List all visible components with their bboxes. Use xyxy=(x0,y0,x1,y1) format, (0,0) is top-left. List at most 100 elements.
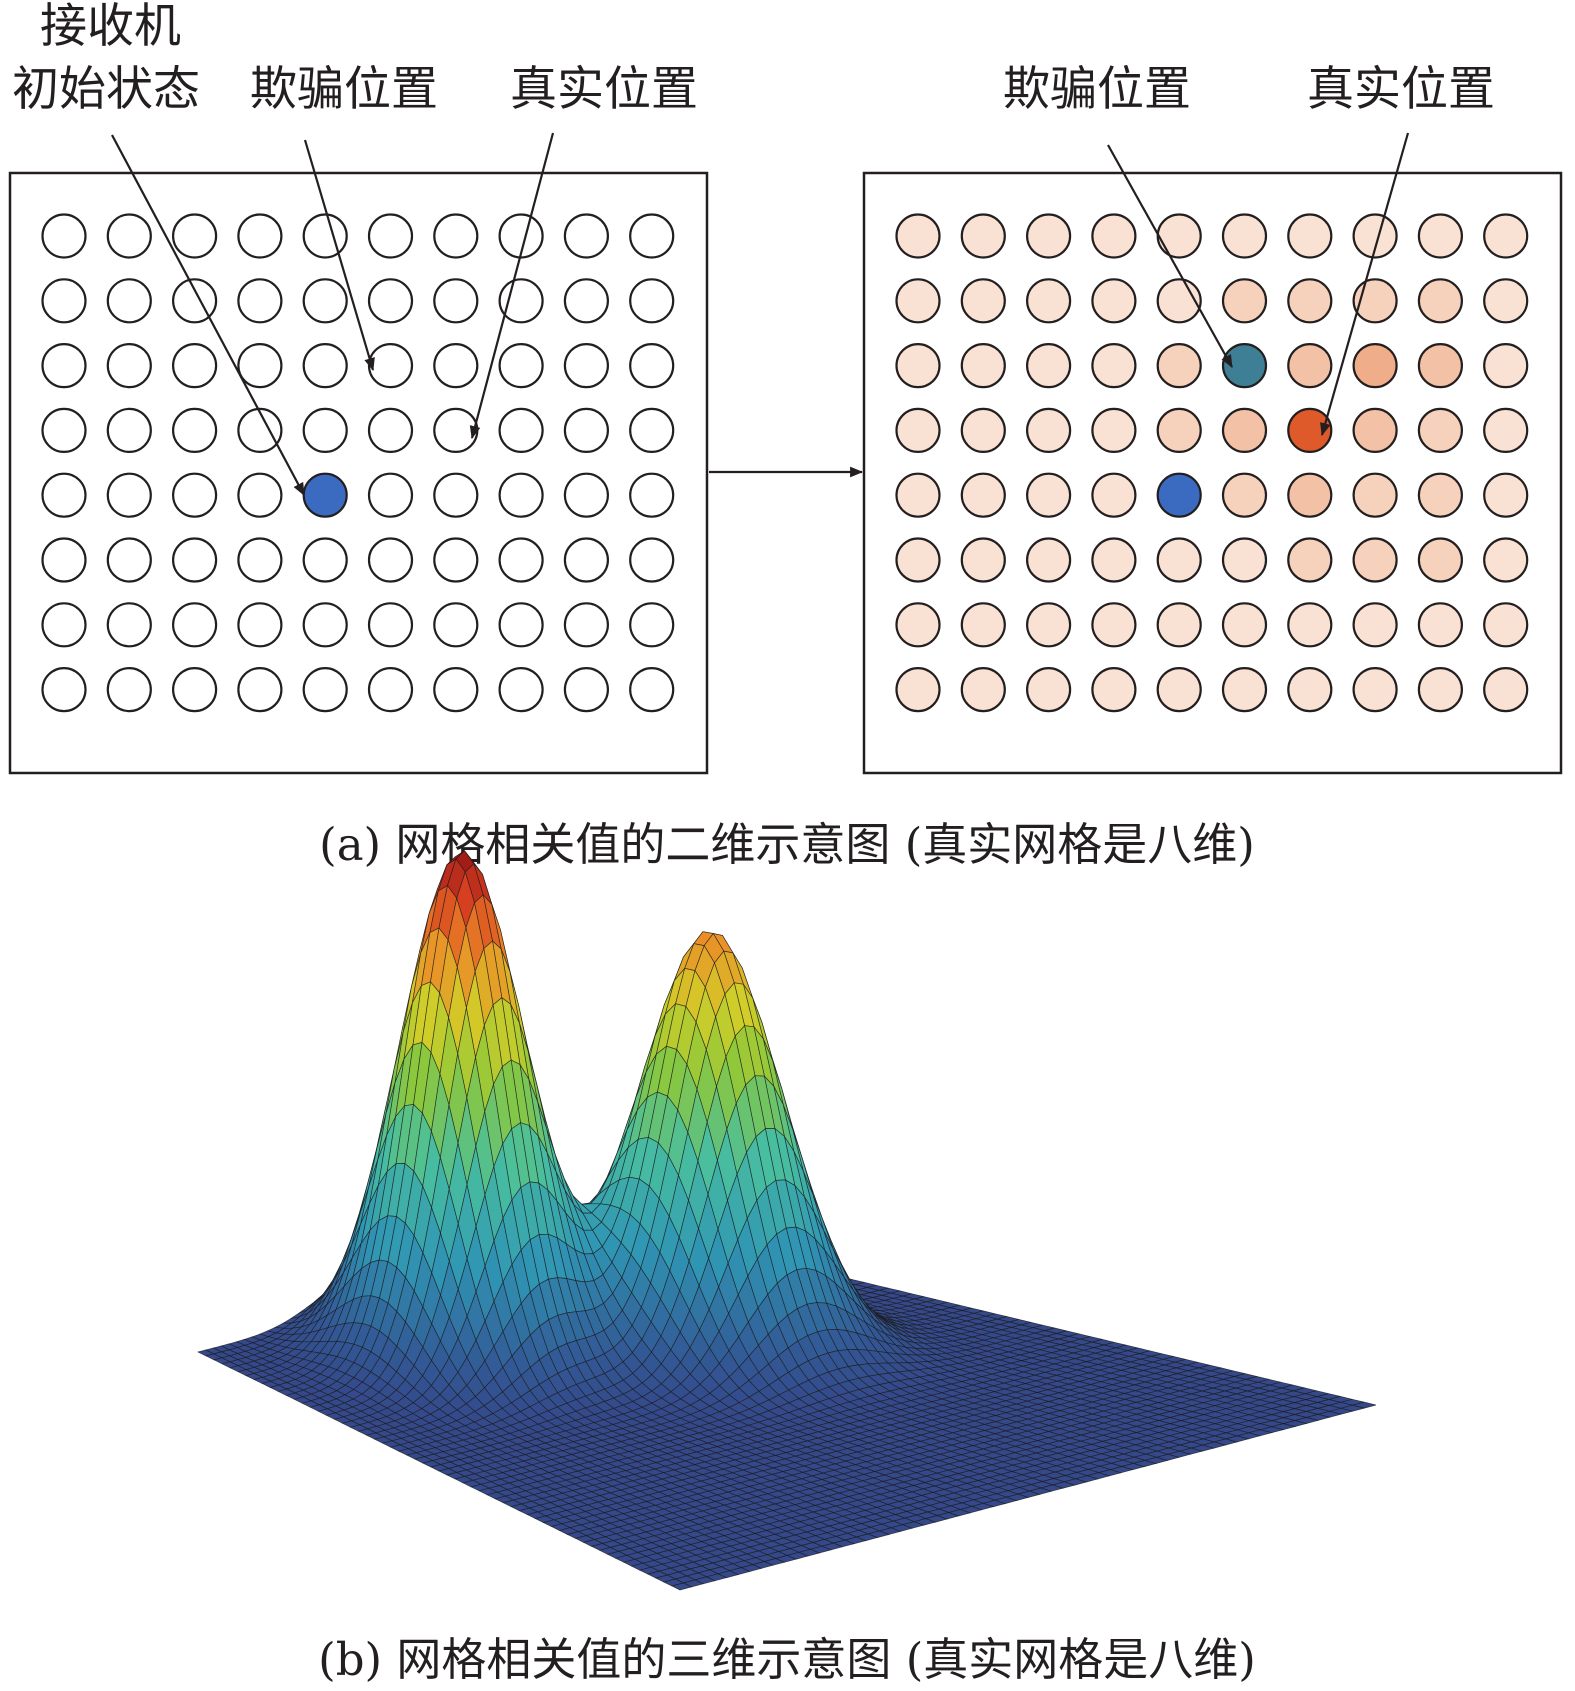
correlation-cell xyxy=(960,472,1006,518)
correlation-cell xyxy=(1352,343,1398,389)
grid-cell xyxy=(106,213,152,259)
grid-cell xyxy=(498,602,544,648)
correlation-cell xyxy=(1091,407,1137,453)
grid-cell xyxy=(41,472,87,518)
true-position-cell xyxy=(1287,407,1333,453)
correlation-cell xyxy=(1025,537,1072,583)
receiver-initial-arrow xyxy=(111,134,305,496)
grid-cell xyxy=(629,602,675,648)
correlation-cell xyxy=(1156,407,1202,453)
correlation-cell xyxy=(1025,278,1072,324)
grid-cell xyxy=(237,407,283,453)
left-grid-cells xyxy=(41,213,675,713)
grid-cell xyxy=(629,343,675,389)
right-spoofed-label: 欺骗位置 xyxy=(1003,62,1191,117)
grid-cell xyxy=(172,407,218,453)
correlation-cell xyxy=(1287,602,1333,648)
grid-cell xyxy=(563,278,610,324)
grid-cell xyxy=(41,602,87,648)
grid-cell xyxy=(563,343,610,389)
correlation-cell xyxy=(960,213,1006,259)
grid-cell xyxy=(41,213,87,259)
right-true-label: 真实位置 xyxy=(1307,62,1495,117)
grid-cell xyxy=(302,407,348,453)
correlation-cell xyxy=(895,537,941,583)
grid-cell xyxy=(367,666,414,713)
grid-cell xyxy=(302,278,348,324)
correlation-cell xyxy=(895,472,941,518)
correlation-cell xyxy=(1091,666,1137,713)
grid-cell xyxy=(172,472,218,518)
correlation-cell xyxy=(1352,666,1398,713)
grid-cell xyxy=(302,213,348,259)
right-grid-panel xyxy=(862,171,1563,775)
grid-cell xyxy=(563,472,610,518)
correlation-cell xyxy=(1025,472,1072,518)
grid-cell xyxy=(237,537,283,583)
grid-cell xyxy=(367,537,414,583)
correlation-cell xyxy=(1287,472,1333,518)
correlation-cell xyxy=(960,343,1006,389)
grid-cell xyxy=(498,278,544,324)
correlation-cell xyxy=(1483,472,1529,518)
correlation-cell xyxy=(1025,343,1072,389)
correlation-cell xyxy=(1221,278,1268,324)
grid-cell xyxy=(629,407,675,453)
correlation-cell xyxy=(1221,472,1268,518)
grid-cell xyxy=(563,213,610,259)
correlation-cell xyxy=(1221,602,1268,648)
grid-cell xyxy=(237,343,283,389)
grid-cell xyxy=(172,343,218,389)
grid-cell xyxy=(498,407,544,453)
correlation-cell xyxy=(1287,278,1333,324)
correlation-cell xyxy=(1287,666,1333,713)
grid-cell xyxy=(106,343,152,389)
grid-cell xyxy=(302,537,348,583)
correlation-cell xyxy=(1091,278,1137,324)
grid-cell xyxy=(563,537,610,583)
correlation-cell xyxy=(1156,666,1202,713)
grid-cell xyxy=(172,666,218,713)
grid-cell xyxy=(629,213,675,259)
grid-cell xyxy=(302,666,348,713)
correlation-cell xyxy=(1417,472,1464,518)
correlation-cell xyxy=(1417,278,1464,324)
receiver-initial-label-line1: 接收机 xyxy=(40,0,181,54)
grid-cell xyxy=(172,213,218,259)
correlation-cell xyxy=(1417,602,1464,648)
correlation-cell xyxy=(895,602,941,648)
correlation-cell xyxy=(1025,666,1072,713)
true-position-cell xyxy=(433,407,479,453)
grid-cell xyxy=(106,666,152,713)
grid-cell xyxy=(498,537,544,583)
grid-cell xyxy=(629,472,675,518)
grid-cell xyxy=(433,213,479,259)
grid-cell xyxy=(433,278,479,324)
correlation-cell xyxy=(960,537,1006,583)
grid-cell xyxy=(106,602,152,648)
correlation-surface-3d xyxy=(196,850,1377,1591)
correlation-cell xyxy=(960,602,1006,648)
grid-cell xyxy=(41,343,87,389)
grid-cell xyxy=(302,343,348,389)
correlation-cell xyxy=(1352,472,1398,518)
correlation-cell xyxy=(1417,213,1464,259)
grid-cell xyxy=(367,278,414,324)
grid-cell xyxy=(302,602,348,648)
grid-cell xyxy=(498,666,544,713)
receiver-initial-label-line2: 初始状态 xyxy=(12,62,200,117)
grid-cell xyxy=(41,278,87,324)
correlation-cell xyxy=(895,407,941,453)
correlation-cell xyxy=(1221,407,1268,453)
correlation-cell xyxy=(1156,537,1202,583)
grid-cell xyxy=(433,666,479,713)
caption-b: (b) 网格相关值的三维示意图 (真实网格是八维) xyxy=(318,1633,1256,1686)
correlation-cell xyxy=(1156,213,1202,259)
correlation-cell xyxy=(1156,602,1202,648)
correlation-cell xyxy=(1287,343,1333,389)
correlation-cell xyxy=(1483,278,1529,324)
correlation-cell xyxy=(895,213,941,259)
grid-cell xyxy=(41,537,87,583)
correlation-cell xyxy=(1287,213,1333,259)
